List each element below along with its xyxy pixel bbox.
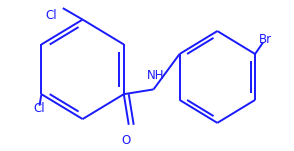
Text: NH: NH (147, 69, 164, 82)
Text: O: O (121, 134, 131, 147)
Text: Br: Br (259, 33, 272, 46)
Text: Cl: Cl (45, 9, 57, 22)
Text: Cl: Cl (34, 102, 45, 115)
